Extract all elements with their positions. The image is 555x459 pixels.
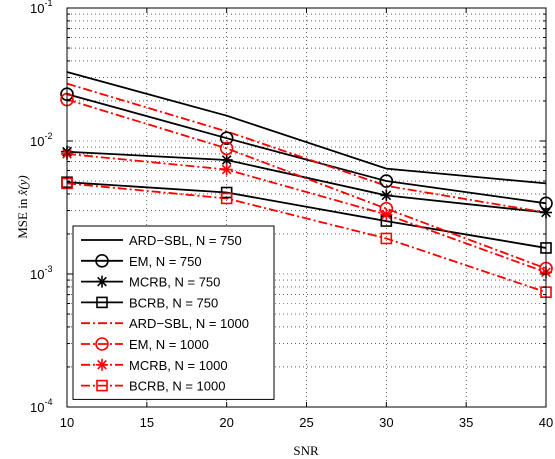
x-tick-label: 20: [219, 415, 233, 430]
x-tick-label: 30: [379, 415, 393, 430]
series-line: [66, 71, 547, 185]
series-markers: [60, 87, 553, 298]
y-tick-exponent: -2: [44, 131, 52, 141]
star-marker: [380, 189, 393, 202]
star-marker: [96, 358, 108, 371]
y-tick-exponent: -1: [44, 0, 52, 8]
legend-entry-label: MCRB, N = 1000: [129, 358, 228, 373]
square-marker: [96, 296, 108, 309]
series-line: [66, 93, 547, 205]
legend-entry-label: EM, N = 750: [129, 254, 202, 269]
series-line: [66, 150, 547, 214]
x-tick-label: 35: [459, 415, 473, 430]
square-marker: [220, 192, 233, 205]
legend-entry-label: EM, N = 1000: [129, 337, 209, 352]
circle-marker: [95, 337, 109, 351]
legend-entry-label: MCRB, N = 750: [129, 275, 220, 290]
x-axis-label: SNR: [293, 443, 319, 458]
x-tick-label: 40: [539, 415, 553, 430]
legend-entry-label: ARD−SBL, N = 750: [129, 233, 242, 248]
x-tick-label: 10: [60, 415, 74, 430]
y-tick-label: 10-4: [30, 397, 52, 415]
y-tick-base: 10: [30, 134, 44, 149]
series-lines: [66, 71, 547, 294]
y-tick-exponent: -3: [44, 264, 52, 274]
series-line: [66, 182, 547, 294]
series-line: [66, 82, 547, 214]
circle-marker: [95, 253, 109, 268]
star-marker: [220, 163, 233, 176]
square-marker: [96, 379, 108, 392]
star-marker: [380, 208, 393, 221]
y-tick-label: 10-2: [30, 131, 52, 149]
series-line: [66, 181, 547, 249]
y-axis-label-prefix: MSE in: [15, 195, 30, 238]
y-tick-exponent: -4: [44, 397, 52, 407]
circle-marker: [379, 174, 394, 188]
y-tick-base: 10: [30, 400, 44, 415]
y-axis-label-math: x̂(y): [15, 175, 30, 196]
legend-entry-label: BCRB, N = 1000: [129, 379, 225, 394]
circle-marker: [219, 131, 234, 145]
y-tick-base: 10: [30, 267, 44, 282]
legend-entry-label: BCRB, N = 750: [129, 295, 218, 310]
square-marker: [220, 186, 233, 199]
series-line: [66, 152, 547, 274]
legend-box: [72, 225, 275, 400]
legend-entry-label: ARD−SBL, N = 1000: [129, 316, 249, 331]
x-tick-labels: 10 15 20 25 30 35 40: [60, 415, 553, 430]
square-marker: [380, 232, 393, 245]
y-tick-base: 10: [30, 1, 44, 16]
x-tick-label: 15: [140, 415, 154, 430]
star-marker: [96, 275, 108, 288]
y-axis-label: MSE in x̂(y): [15, 175, 30, 239]
y-tick-label: 10-3: [30, 264, 52, 282]
circle-marker: [219, 141, 234, 156]
y-tick-label: 10-1: [30, 0, 52, 16]
legend: ARD−SBL, N = 750 EM, N = 750 MCRB, N = 750…: [72, 225, 275, 400]
axis-ticks: [66, 7, 547, 408]
y-tick-labels: 10-410-310-210-1: [30, 0, 52, 415]
x-tick-label: 25: [299, 415, 313, 430]
